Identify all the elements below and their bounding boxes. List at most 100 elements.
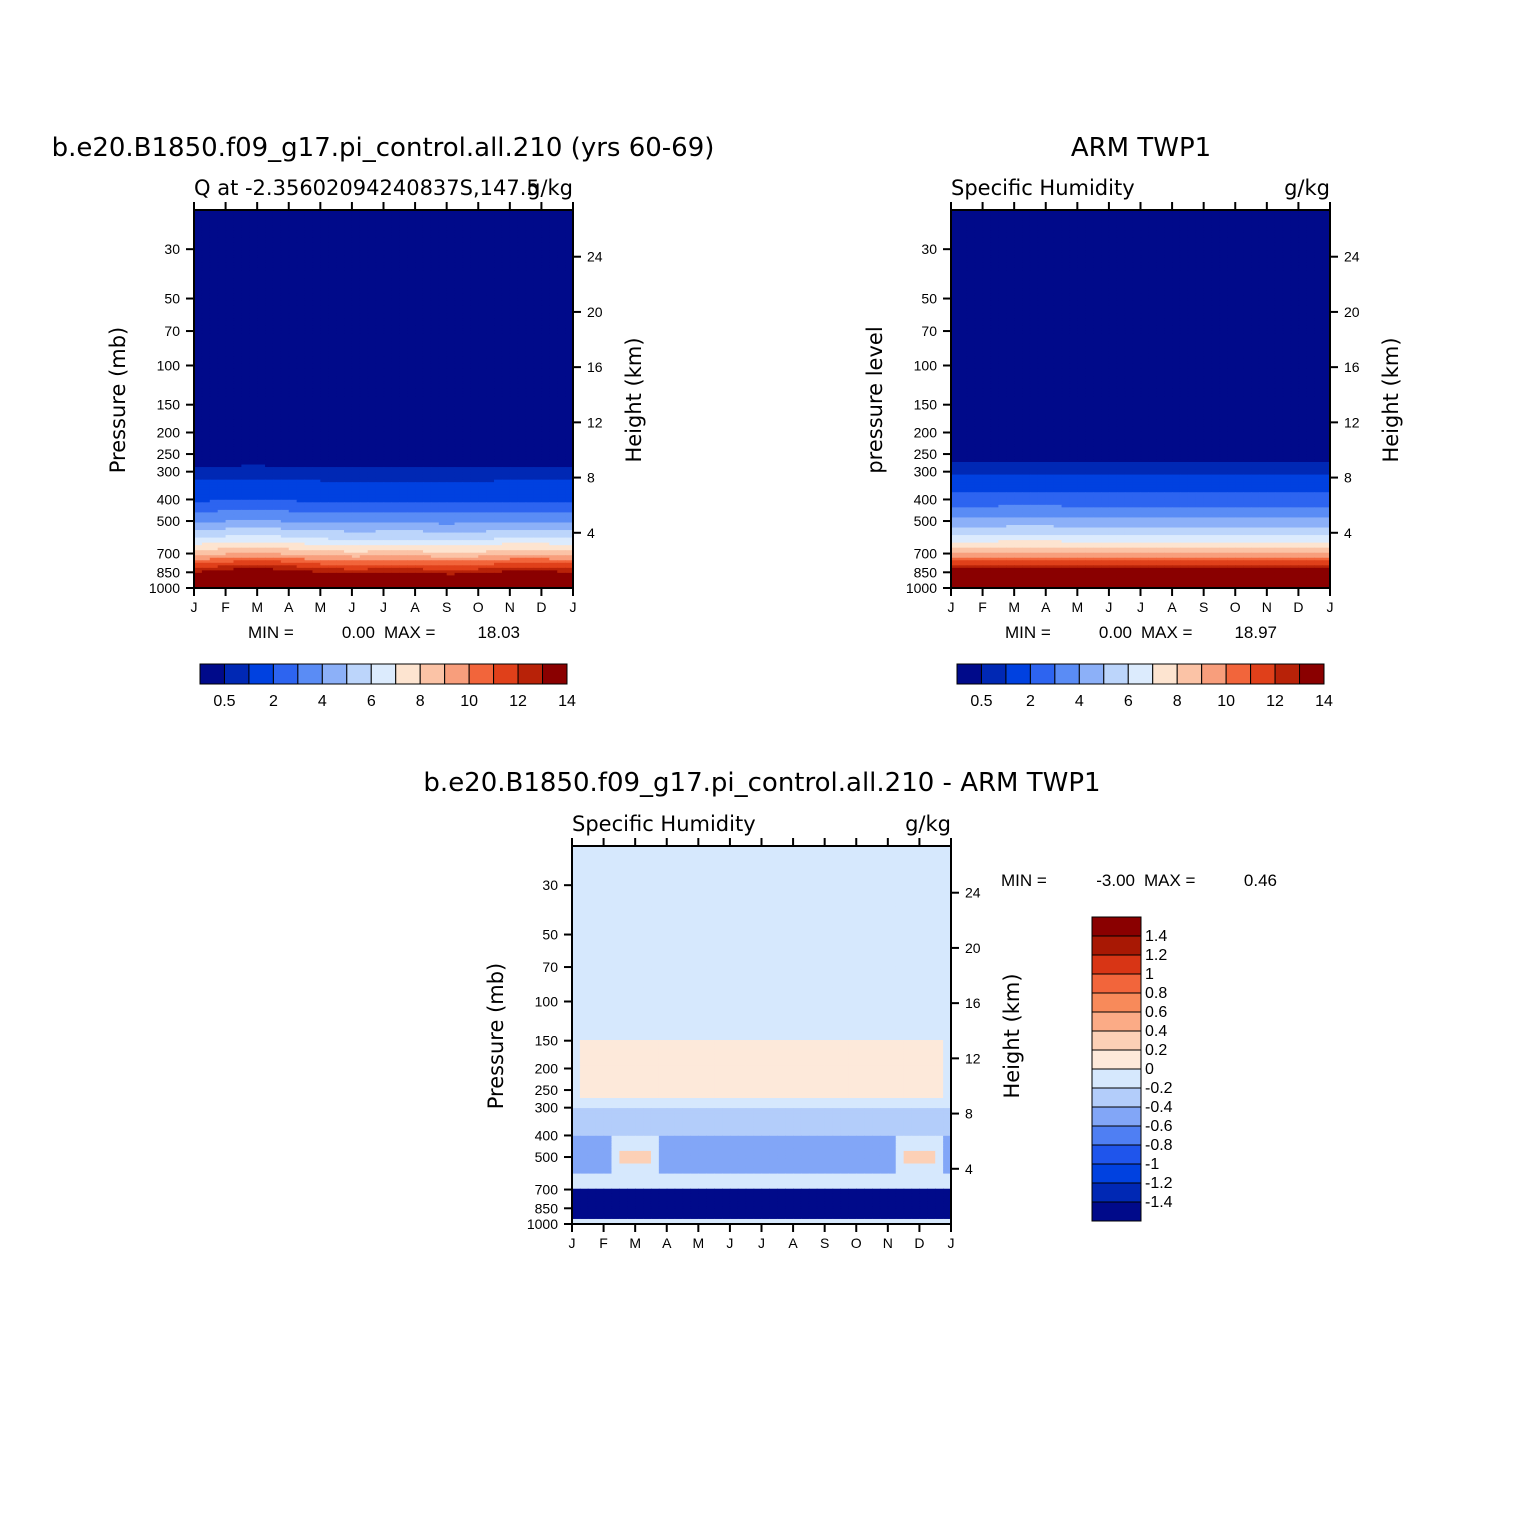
contour-cell: [265, 300, 274, 304]
contour-cell: [272, 295, 282, 299]
contour-cell: [407, 265, 416, 269]
contour-cell: [201, 250, 211, 254]
contour-cell: [367, 278, 377, 282]
contour-cell: [328, 386, 337, 390]
contour-cell: [367, 323, 377, 327]
contour-cell: [272, 285, 282, 289]
contour-cell: [391, 270, 400, 274]
contour-cell: [517, 278, 527, 282]
contour-cell: [399, 381, 408, 385]
contour-cell: [525, 278, 535, 282]
contour-cell: [399, 278, 408, 282]
contour-cell: [367, 343, 377, 347]
contour-cell: [533, 351, 543, 355]
contour-cell: [486, 426, 495, 430]
contour-cell: [383, 358, 392, 362]
contour-cell: [367, 290, 377, 294]
contour-cell: [265, 373, 274, 377]
contour-cell: [359, 285, 369, 289]
contour-cell: [344, 300, 353, 304]
contour-cell: [296, 308, 306, 312]
contour-cell: [241, 225, 250, 229]
contour-cell: [517, 285, 527, 289]
contour-cell: [438, 404, 448, 408]
contour-cell: [565, 285, 574, 289]
contour-cell: [501, 373, 511, 377]
contour-cell: [249, 341, 258, 345]
contour-cell: [383, 391, 392, 395]
contour-cell: [265, 217, 274, 221]
contour-cell: [280, 419, 290, 423]
contour-cell: [541, 275, 550, 279]
contour-cell: [328, 429, 337, 433]
contour-cell: [351, 328, 361, 332]
contour-cell: [217, 341, 227, 345]
contour-cell: [296, 333, 306, 337]
contour-cell: [533, 325, 543, 330]
contour-cell: [265, 376, 274, 380]
contour-cell: [399, 393, 408, 398]
contour-cell: [280, 446, 290, 450]
contour-cell: [391, 295, 400, 299]
contour-cell: [454, 439, 464, 443]
contour-cell: [265, 378, 274, 382]
contour-cell: [375, 303, 385, 307]
contour-cell: [470, 393, 479, 398]
contour-cell: [265, 361, 274, 365]
contour-cell: [194, 290, 203, 294]
contour-cell: [344, 285, 353, 289]
contour-cell: [430, 210, 440, 214]
contour-cell: [422, 429, 432, 433]
contour-cell: [304, 431, 314, 435]
contour-cell: [470, 459, 479, 463]
contour-cell: [525, 363, 535, 367]
contour-cell: [478, 378, 487, 382]
contour-cell: [470, 404, 479, 408]
contour-cell: [509, 255, 519, 259]
contour-cell: [209, 336, 219, 340]
contour-cell: [217, 406, 227, 410]
contour-cell: [509, 225, 519, 229]
contour-cell: [501, 303, 511, 307]
contour-cell: [209, 212, 219, 216]
contour-cell: [565, 242, 574, 246]
contour-cell: [225, 353, 235, 357]
contour-cell: [225, 431, 235, 435]
contour-cell: [359, 227, 369, 231]
contour-cell: [509, 338, 519, 342]
contour-cell: [391, 439, 400, 443]
contour-cell: [517, 456, 527, 461]
contour-cell: [383, 232, 392, 236]
contour-cell: [304, 358, 314, 362]
contour-cell: [462, 341, 471, 345]
contour-cell: [359, 260, 369, 264]
contour-cell: [209, 323, 219, 327]
contour-cell: [280, 388, 290, 393]
contour-cell: [430, 320, 440, 324]
contour-cell: [462, 416, 471, 420]
contour-cell: [351, 257, 361, 261]
contour-cell: [533, 396, 543, 400]
contour-cell: [407, 275, 416, 279]
contour-cell: [233, 431, 242, 435]
contour-cell: [201, 346, 211, 350]
contour-cell: [257, 320, 266, 324]
contour-cell: [541, 252, 550, 256]
contour-cell: [399, 283, 408, 287]
contour-cell: [383, 275, 392, 279]
contour-cell: [367, 295, 377, 299]
contour-cell: [280, 391, 290, 395]
contour-cell: [446, 222, 456, 226]
contour-cell: [517, 439, 527, 443]
contour-cell: [304, 456, 314, 461]
contour-cell: [233, 346, 242, 350]
contour-cell: [296, 431, 306, 435]
contour-cell: [407, 391, 416, 395]
contour-cell: [320, 313, 329, 317]
contour-cell: [344, 295, 353, 299]
contour-cell: [304, 215, 314, 219]
contour-cell: [415, 361, 424, 365]
contour-cell: [391, 262, 400, 267]
contour-cell: [225, 436, 235, 440]
contour-cell: [383, 267, 392, 272]
